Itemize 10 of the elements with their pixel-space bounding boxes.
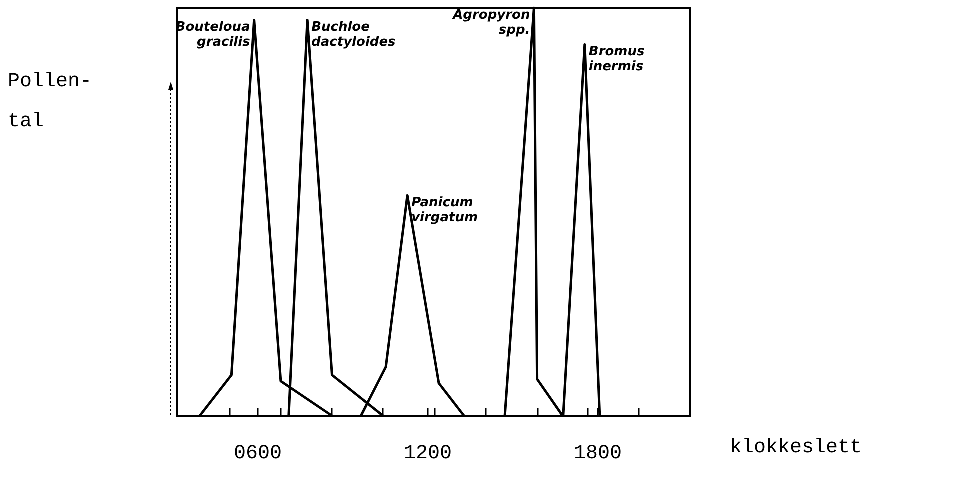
series-label: Buchloe dactyloides [312,20,396,50]
x-tick-label: 1200 [404,442,452,466]
x-tick-label: 1800 [574,442,622,466]
series-label: Bromus inermis [588,44,645,75]
series-label: Agropyron spp. [452,8,530,38]
series-label: Bouteloua gracilis [176,20,251,50]
series-label: Panicum virgatum [412,196,478,226]
x-axis-title: klokkeslett [730,436,862,460]
x-tick-label: 0600 [234,442,282,466]
y-axis-title: Pollen- tal [8,70,92,134]
